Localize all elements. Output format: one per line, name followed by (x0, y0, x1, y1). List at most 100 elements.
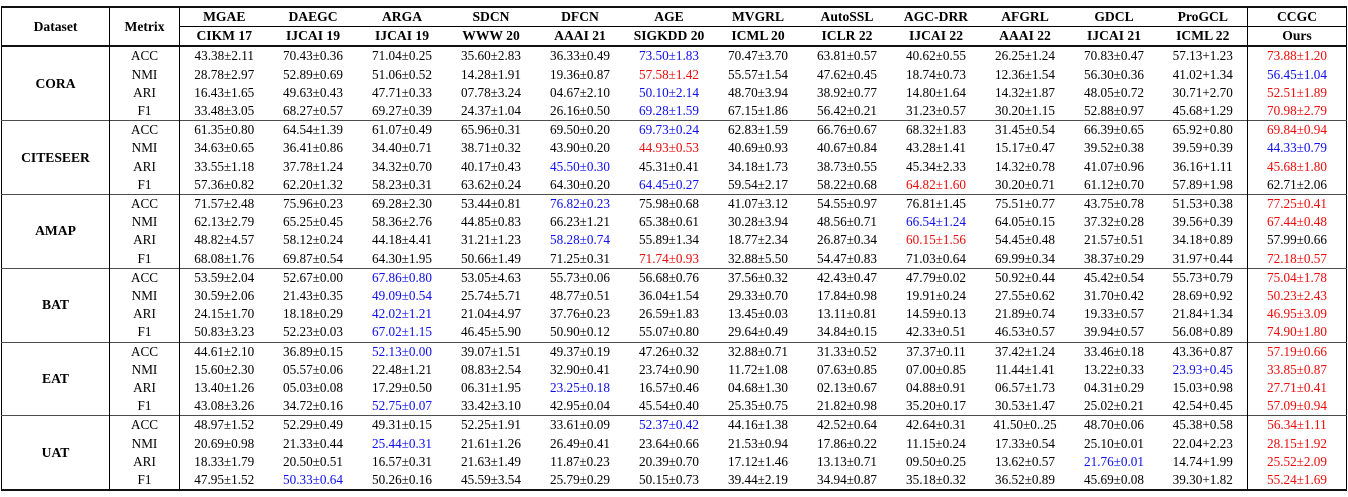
value-cell: 19.33±0.57 (1084, 306, 1144, 322)
metric-label: ACC (109, 341, 180, 361)
value-cell: 50.92±0.44 (980, 267, 1070, 288)
value-cell: 46.45±5.90 (461, 324, 521, 340)
value-cell: 26.87±0.34 (817, 232, 877, 248)
value-cell: 30.28±3.94 (728, 214, 788, 230)
value-cell: 04.88±0.91 (906, 380, 966, 396)
metric-label: F1 (109, 323, 180, 343)
method-venue-header: ICML 22 (1158, 26, 1248, 48)
value-cell: 21.33±0.44 (283, 435, 343, 451)
method-name-header: DFCN (535, 7, 625, 28)
value-cell: 45.54±0.40 (639, 398, 699, 414)
value-cell: 31.97+0.44 (1172, 250, 1233, 266)
value-cell: 69.28±1.59 (639, 103, 699, 119)
value-cell: 14.74+1.99 (1172, 453, 1233, 469)
method-name-header: AFGRL (980, 7, 1070, 28)
value-cell: 37.42±1.24 (980, 341, 1070, 361)
value-cell: 50.15±0.73 (639, 472, 699, 488)
value-cell: 52.89±0.69 (283, 66, 343, 82)
value-cell: 33.48±3.05 (194, 103, 255, 119)
value-cell: 42.02±1.21 (372, 306, 432, 322)
value-cell: 58.22±0.68 (817, 176, 877, 192)
value-cell: 18.33±1.79 (194, 453, 255, 469)
value-cell: 49.31±0.15 (357, 415, 447, 435)
ccgc-value-cell: 74.90±1.80 (1247, 323, 1347, 343)
value-cell: 50.26±0.16 (372, 472, 432, 488)
value-cell: 36.16+1.11 (1172, 158, 1233, 174)
value-cell: 71.04±0.25 (372, 48, 432, 64)
value-cell: 04.67±2.10 (550, 84, 610, 100)
value-cell: 49.37±0.19 (535, 341, 625, 361)
value-cell: 21.84+1.34 (1172, 306, 1233, 322)
value-cell: 57.36±0.82 (194, 176, 255, 192)
value-cell: 45.31±0.41 (639, 158, 699, 174)
value-cell: 21.53±0.94 (728, 435, 788, 451)
value-cell: 28.69+0.92 (1172, 288, 1233, 304)
value-cell: 07.78±3.24 (461, 84, 521, 100)
value-cell: 71.03±0.64 (906, 250, 966, 266)
value-cell: 43.38±2.11 (194, 48, 255, 64)
value-cell: 75.98±0.68 (624, 194, 714, 214)
value-cell: 68.08±1.76 (194, 250, 255, 266)
value-cell: 75.51±0.77 (980, 194, 1070, 214)
value-cell: 42.33±0.51 (906, 324, 966, 340)
value-cell: 56.30±0.36 (1084, 66, 1144, 82)
method-venue-header: WWW 20 (446, 26, 536, 48)
value-cell: 30.59±2.06 (194, 288, 255, 304)
value-cell: 34.72±0.16 (283, 398, 343, 414)
value-cell: 69.28±2.30 (357, 194, 447, 214)
value-cell: 58.12±0.24 (283, 232, 343, 248)
method-venue-header: AAAI 22 (980, 26, 1070, 48)
value-cell: 15.17±0.47 (995, 140, 1055, 156)
value-cell: 02.13±0.67 (817, 380, 877, 396)
method-venue-header: CIKM 17 (179, 26, 269, 48)
value-cell: 20.50±0.51 (283, 453, 343, 469)
ccgc-value-cell: 44.33±0.79 (1247, 139, 1347, 158)
ccgc-value-cell: 46.95±3.09 (1247, 305, 1347, 324)
value-cell: 38.37±0.29 (1084, 250, 1144, 266)
method-name-header: ARGA (357, 7, 447, 28)
metric-label: ARI (109, 157, 180, 176)
value-cell: 39.30+1.82 (1172, 472, 1233, 488)
value-cell: 25.79±0.29 (550, 472, 610, 488)
value-cell: 36.89±0.15 (268, 341, 358, 361)
value-cell: 31.70±0.42 (1084, 288, 1144, 304)
value-cell: 37.37±0.11 (891, 341, 981, 361)
metric-label: ARI (109, 231, 180, 250)
metric-label: ARI (109, 452, 180, 472)
value-cell: 65.96±0.31 (446, 120, 536, 140)
dataset-label: BAT (1, 267, 110, 343)
value-cell: 23.64±0.66 (639, 435, 699, 451)
value-cell: 44.18±4.41 (372, 232, 432, 248)
value-cell: 48.70±0.06 (1069, 415, 1159, 435)
value-cell: 40.69±0.93 (728, 140, 788, 156)
value-cell: 61.12±0.70 (1084, 176, 1144, 192)
value-cell: 17.12±1.46 (728, 453, 788, 469)
value-cell: 58.23±0.31 (372, 176, 432, 192)
metric-label: ARI (109, 83, 180, 103)
value-cell: 31.21±1.23 (461, 232, 521, 248)
value-cell: 14.80±1.64 (906, 84, 966, 100)
value-cell: 25.10±0.01 (1084, 435, 1144, 451)
value-cell: 48.77±0.51 (550, 288, 610, 304)
value-cell: 07.00±0.85 (906, 361, 966, 377)
value-cell: 42.52±0.64 (802, 415, 892, 435)
value-cell: 13.62±0.57 (995, 453, 1055, 469)
dataset-label: AMAP (1, 194, 110, 269)
value-cell: 21.57±0.51 (1084, 232, 1144, 248)
ccgc-venue-header: Ours (1247, 26, 1347, 48)
value-cell: 31.23±0.57 (906, 103, 966, 119)
value-cell: 35.60±2.83 (461, 48, 521, 64)
value-cell: 14.28±1.91 (461, 66, 521, 82)
value-cell: 14.59±0.13 (906, 306, 966, 322)
value-cell: 25.44±0.31 (372, 435, 432, 451)
value-cell: 50.10±2.14 (639, 84, 699, 100)
method-name-header: AGC-DRR (891, 7, 981, 28)
value-cell: 45.38+0.58 (1158, 415, 1248, 435)
value-cell: 35.18±0.32 (906, 472, 966, 488)
value-cell: 09.50±0.25 (906, 453, 966, 469)
value-cell: 18.18±0.29 (283, 306, 343, 322)
value-cell: 26.49±0.41 (550, 435, 610, 451)
value-cell: 69.50±0.20 (535, 120, 625, 140)
value-cell: 70.83±0.47 (1084, 48, 1144, 64)
